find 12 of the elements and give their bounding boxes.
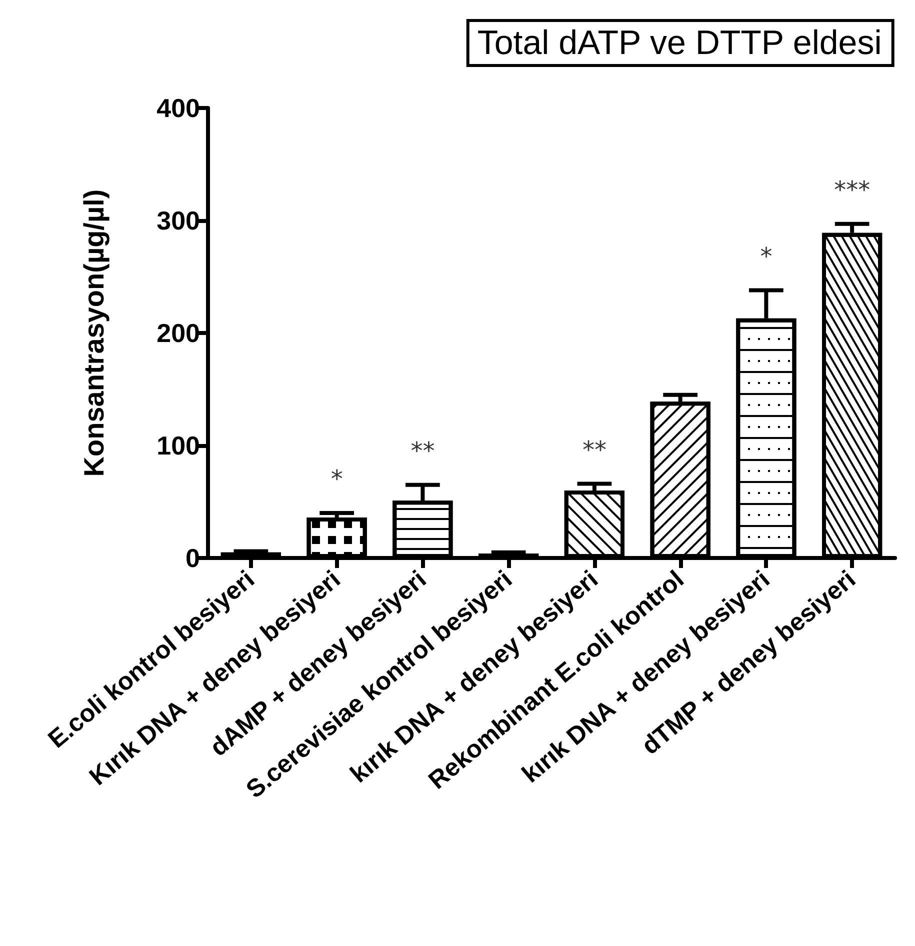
y-axis-title: Konsantrasyon(µg/µl) — [78, 189, 110, 477]
y-tick-label: 0 — [186, 543, 200, 573]
data-label: ** — [582, 436, 606, 464]
data-label: * — [330, 465, 343, 493]
chart-title: Total dATP ve DTTP eldesi — [477, 24, 882, 62]
data-label: ** — [410, 436, 435, 465]
y-tick-label: 200 — [156, 318, 200, 348]
y-tick-label: 400 — [156, 93, 200, 123]
data-label: *** — [834, 176, 870, 204]
y-tick-label: 300 — [156, 206, 200, 236]
y-tick-label: 100 — [156, 430, 200, 460]
data-label: * — [760, 242, 772, 270]
